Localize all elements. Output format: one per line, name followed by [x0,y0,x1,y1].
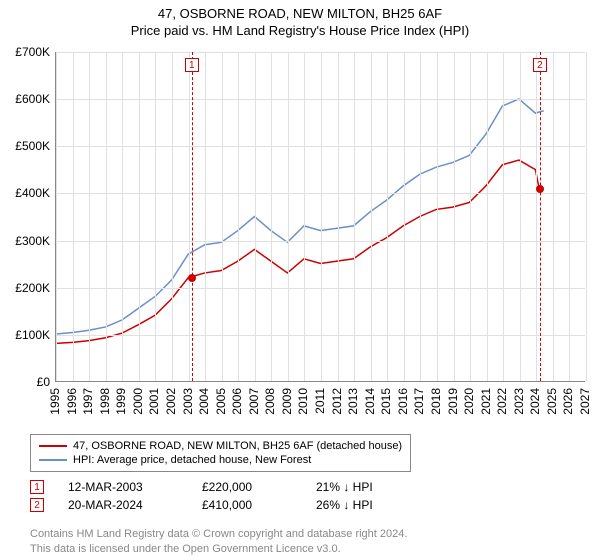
reference-line [540,52,541,381]
y-axis-tick-label: £400K [0,186,50,200]
chart-legend: 47, OSBORNE ROAD, NEW MILTON, BH25 6AF (… [30,434,411,472]
ref-marker-icon: 1 [30,480,44,494]
x-axis-tick-label: 2013 [346,388,360,415]
x-axis-tick-label: 2016 [396,388,410,415]
x-axis-tick-label: 2000 [131,388,145,415]
transaction-price: £220,000 [202,480,292,494]
reference-line [192,52,193,381]
chart-titles: 47, OSBORNE ROAD, NEW MILTON, BH25 6AF P… [0,0,600,38]
x-axis-tick-label: 2025 [545,388,559,415]
x-axis-tick-label: 2009 [280,388,294,415]
x-axis-tick-label: 2014 [363,388,377,415]
x-axis-tick-label: 2023 [512,388,526,415]
chart-subtitle: Price paid vs. HM Land Registry's House … [0,23,600,38]
legend-label: HPI: Average price, detached house, New … [73,454,311,466]
x-axis-tick-label: 2022 [495,388,509,415]
x-axis-tick-label: 2004 [197,388,211,415]
x-axis-tick-label: 1999 [114,388,128,415]
footer-attribution: Contains HM Land Registry data © Crown c… [30,527,407,556]
x-axis-tick-label: 1995 [48,388,62,415]
transaction-table: 1 12-MAR-2003 £220,000 21% ↓ HPI 2 20-MA… [30,480,426,516]
reference-point-marker [188,274,196,282]
x-axis-tick-label: 2001 [147,388,161,415]
x-axis-tick-label: 2011 [313,388,327,414]
x-axis-tick-label: 1996 [65,388,79,415]
transaction-date: 12-MAR-2003 [68,480,178,494]
y-axis-tick-label: £600K [0,92,50,106]
x-axis-tick-label: 2012 [330,388,344,415]
reference-point-marker [536,185,544,193]
x-axis-tick-label: 2019 [446,388,460,415]
transaction-row: 1 12-MAR-2003 £220,000 21% ↓ HPI [30,480,426,494]
y-axis-tick-label: £100K [0,328,50,342]
x-axis-tick-label: 1997 [81,388,95,415]
ref-marker-icon: 2 [30,498,44,512]
y-axis-tick-label: £200K [0,281,50,295]
legend-item: 47, OSBORNE ROAD, NEW MILTON, BH25 6AF (… [39,439,402,453]
x-axis-tick-label: 2008 [263,388,277,415]
y-axis-tick-label: £0 [0,375,50,389]
transaction-date: 20-MAR-2024 [68,498,178,512]
y-axis-tick-label: £500K [0,139,50,153]
legend-item: HPI: Average price, detached house, New … [39,453,402,467]
x-axis-tick-label: 2021 [479,388,493,415]
transaction-price: £410,000 [202,498,292,512]
footer-line: This data is licensed under the Open Gov… [30,542,407,556]
x-axis-tick-label: 2006 [230,388,244,415]
legend-label: 47, OSBORNE ROAD, NEW MILTON, BH25 6AF (… [73,440,402,452]
x-axis-tick-label: 2007 [247,388,261,415]
x-axis-tick-label: 2002 [164,388,178,415]
y-axis-tick-label: £700K [0,45,50,59]
page-root: 47, OSBORNE ROAD, NEW MILTON, BH25 6AF P… [0,0,600,560]
transaction-row: 2 20-MAR-2024 £410,000 26% ↓ HPI [30,498,426,512]
x-axis-tick-label: 2015 [379,388,393,415]
x-axis-tick-label: 2020 [462,388,476,415]
y-axis-tick-label: £300K [0,234,50,248]
transaction-diff: 21% ↓ HPI [316,480,426,494]
x-axis-tick-label: 2003 [181,388,195,415]
x-axis-tick-label: 2005 [214,388,228,415]
legend-swatch [39,459,67,461]
chart-plot-area: 12 [55,52,585,382]
x-axis-tick-label: 2027 [578,388,592,415]
x-axis-tick-label: 2026 [561,388,575,415]
x-axis-tick-label: 2018 [429,388,443,415]
reference-marker-box: 1 [185,58,199,72]
x-axis-tick-label: 2010 [296,388,310,415]
transaction-diff: 26% ↓ HPI [316,498,426,512]
x-axis-tick-label: 2017 [412,388,426,415]
x-axis-tick-label: 2024 [528,388,542,415]
chart-title: 47, OSBORNE ROAD, NEW MILTON, BH25 6AF [0,6,600,21]
legend-swatch [39,445,67,447]
reference-marker-box: 2 [533,58,547,72]
footer-line: Contains HM Land Registry data © Crown c… [30,527,407,541]
x-axis-tick-label: 1998 [98,388,112,415]
